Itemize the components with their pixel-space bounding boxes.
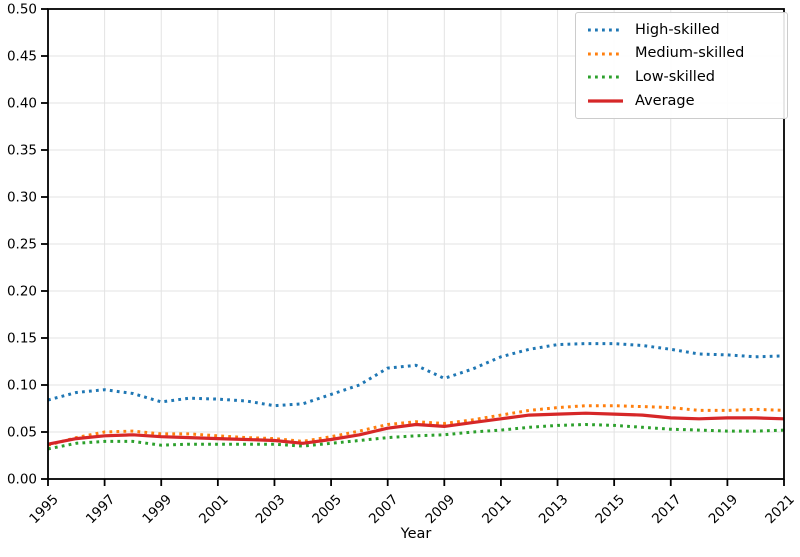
series-line-medium-skilled [47, 404, 785, 447]
x-tick-label: 2015 [592, 492, 628, 528]
legend-item-average: Average [576, 94, 787, 109]
x-tick-label: 2003 [253, 492, 289, 528]
series-group [47, 342, 785, 451]
x-tick-label: 2013 [536, 492, 572, 528]
x-tick-label: 1997 [83, 492, 119, 528]
legend-label-high-skilled: High-skilled [635, 21, 720, 38]
legend-item-low-skilled: Low-skilled [576, 70, 787, 85]
y-tick-label: 0.45 [7, 49, 37, 65]
legend-item-high-skilled: High-skilled [576, 23, 787, 38]
y-tick-label: 0.30 [7, 190, 37, 206]
series-line-high-skilled [47, 342, 785, 408]
y-tick-label: 0.10 [7, 378, 37, 394]
y-tick-label: 0.35 [7, 143, 37, 159]
x-tick-label: 2021 [762, 492, 798, 528]
gridlines [48, 9, 784, 479]
x-tick-label: 1999 [139, 492, 175, 528]
legend-label-medium-skilled: Medium-skilled [635, 45, 745, 62]
x-tick-label: 2007 [366, 492, 402, 528]
legend-label-average: Average [635, 92, 695, 109]
legend-line-sample-average [588, 99, 623, 103]
y-tick-label: 0.00 [7, 472, 37, 488]
legend-line-sample-medium-skilled [588, 52, 623, 56]
chart-legend: High-skilled Medium-skilled Low-skilled Ave… [575, 12, 788, 119]
legend-line-sample-high-skilled [588, 28, 623, 32]
x-tick-label: 2001 [196, 492, 232, 528]
y-tick-label: 0.05 [7, 425, 37, 441]
y-tick-label: 0.50 [7, 2, 37, 18]
x-tick-label: 1995 [26, 492, 62, 528]
y-tick-label: 0.15 [7, 331, 37, 347]
legend-line-sample-low-skilled [588, 75, 623, 79]
y-tick-label: 0.40 [7, 96, 37, 112]
x-tick-label: 2019 [706, 492, 742, 528]
x-tick-label: 2011 [479, 492, 515, 528]
series-line-average [47, 411, 785, 446]
x-axis-title: Year [400, 526, 432, 542]
y-tick-label: 0.25 [7, 237, 37, 253]
legend-label-low-skilled: Low-skilled [635, 69, 715, 86]
x-tick-label: 2017 [649, 492, 685, 528]
x-tick-label: 2009 [423, 492, 459, 528]
x-tick-label: 2005 [309, 492, 345, 528]
legend-item-medium-skilled: Medium-skilled [576, 46, 787, 61]
y-tick-label: 0.20 [7, 284, 37, 300]
